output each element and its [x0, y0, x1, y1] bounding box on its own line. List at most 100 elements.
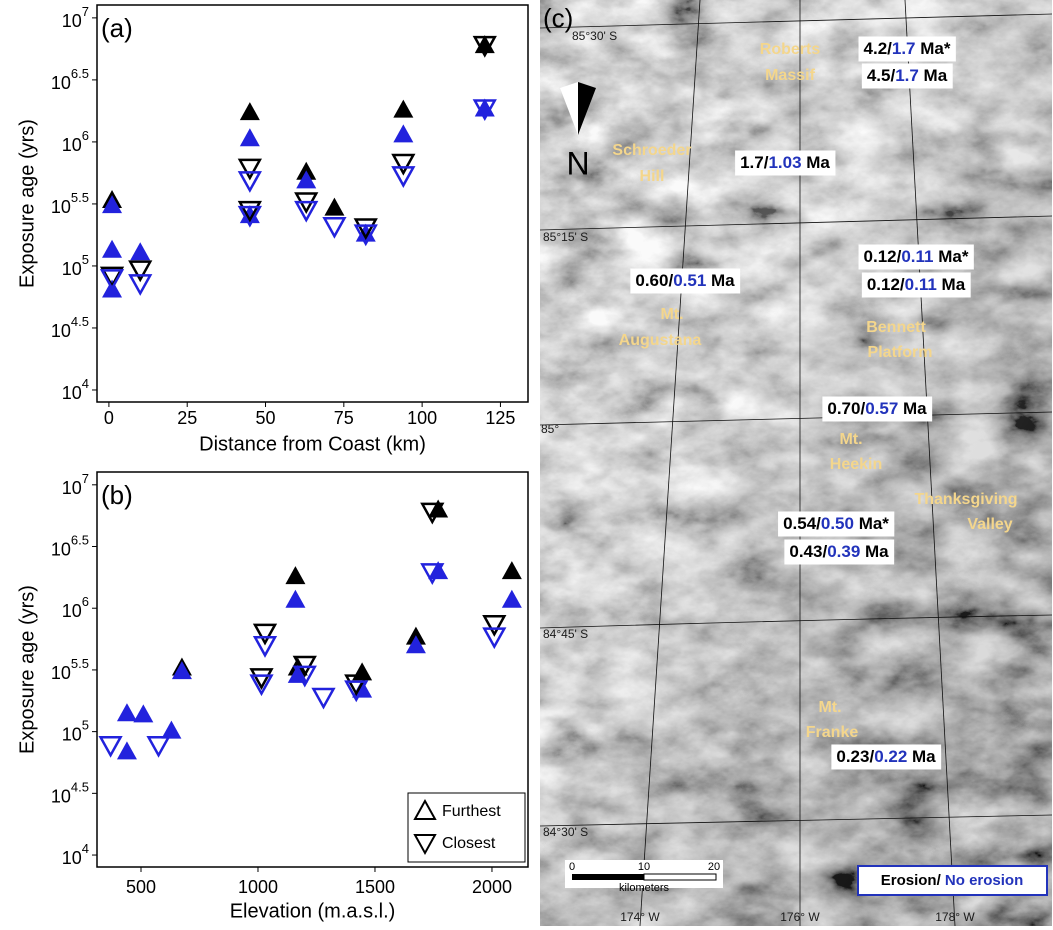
scale-bar-tick: 0: [569, 861, 575, 873]
place-name: Mt.: [839, 431, 862, 448]
y-tick-label: 107: [62, 471, 89, 497]
place-name: Roberts: [760, 41, 821, 58]
y-tick-exponent: 7: [82, 4, 89, 19]
age-label-part: 0.12/: [864, 247, 902, 266]
age-label: 0.12/0.11 Ma: [867, 275, 966, 294]
age-label-part: Ma: [898, 399, 927, 418]
age-label-part: 0.11: [901, 247, 933, 266]
age-label-part: Ma: [937, 275, 966, 294]
age-label-part: 0.51: [673, 271, 706, 290]
data-point: [251, 669, 271, 687]
longitude-label: 174° W: [620, 910, 660, 924]
y-tick-exponent: 4.5: [71, 780, 89, 795]
y-tick-label: 106: [62, 128, 89, 154]
age-label: 4.5/1.7 Ma: [867, 66, 948, 85]
scale-bar-white: [644, 874, 716, 880]
y-tick-base: 10: [62, 478, 82, 498]
age-label-part: Ma: [802, 153, 831, 172]
age-label-part: Ma: [919, 66, 948, 85]
age-label-part: 0.57: [865, 399, 898, 418]
place-name: Hill: [640, 168, 665, 185]
place-name: Platform: [868, 344, 933, 361]
x-tick-label: 100: [407, 408, 437, 428]
age-label-part: 0.12/: [867, 275, 905, 294]
map-image: [540, 0, 1052, 926]
data-point: [240, 172, 260, 190]
data-point: [255, 637, 275, 655]
age-label-part: 0.22: [874, 747, 907, 766]
panel-label: (b): [101, 480, 133, 510]
data-point: [352, 662, 372, 680]
age-label-part: 0.70/: [827, 399, 865, 418]
age-label-part: 1.7: [892, 39, 916, 58]
y-tick-base: 10: [62, 11, 82, 31]
scale-bar-unit: kilometers: [619, 882, 670, 894]
map-shade: [540, 0, 1052, 926]
y-tick-base: 10: [62, 135, 82, 155]
y-tick-exponent: 4: [82, 376, 89, 391]
data-point: [240, 128, 260, 146]
y-tick-exponent: 4.5: [71, 314, 89, 329]
age-label-part: 0.11: [905, 275, 937, 294]
y-tick-exponent: 6.5: [71, 533, 89, 548]
age-label-part: 4.5/: [867, 66, 896, 85]
y-tick-label: 106.5: [51, 66, 89, 92]
place-name: Thanksgiving: [914, 491, 1017, 508]
y-tick-base: 10: [62, 724, 82, 744]
age-label: 4.2/1.7 Ma*: [864, 39, 951, 58]
latitude-label: 85°: [541, 422, 559, 436]
data-point: [130, 242, 150, 260]
map-legend-erosion: Erosion/: [881, 872, 942, 889]
x-axis-label: Distance from Coast (km): [199, 433, 426, 455]
y-tick-label: 105: [62, 252, 89, 278]
data-point: [502, 590, 522, 608]
y-axis-label: Exposure age (yrs): [16, 585, 38, 754]
data-point: [393, 124, 413, 142]
age-label-part: Ma: [706, 271, 735, 290]
y-tick-exponent: 6: [82, 128, 89, 143]
x-tick-label: 75: [334, 408, 354, 428]
data-point: [393, 100, 413, 118]
north-label: N: [566, 145, 589, 181]
y-tick-base: 10: [51, 786, 71, 806]
age-label-part: Ma*: [934, 247, 969, 266]
latitude-label: 85°30' S: [572, 29, 617, 43]
y-tick-label: 107: [62, 4, 89, 30]
x-tick-label: 125: [485, 408, 515, 428]
scale-bar-black: [572, 874, 644, 880]
data-point: [117, 741, 137, 759]
y-tick-base: 10: [51, 321, 71, 341]
place-name: Schroeder: [612, 142, 691, 159]
age-label-part: 0.54/: [783, 514, 821, 533]
y-tick-exponent: 5.5: [71, 656, 89, 671]
y-tick-exponent: 6.5: [71, 66, 89, 81]
y-tick-label: 105.5: [51, 190, 89, 216]
panel-label: (c): [543, 3, 573, 33]
age-label-part: 0.50: [821, 514, 854, 533]
place-name: Franke: [806, 724, 859, 741]
data-point: [285, 590, 305, 608]
data-point: [285, 566, 305, 584]
age-label-part: Ma: [907, 747, 936, 766]
y-tick-base: 10: [62, 848, 82, 868]
x-tick-label: 0: [104, 408, 114, 428]
age-label-part: 1.03: [768, 153, 801, 172]
age-label: 0.12/0.11 Ma*: [864, 247, 969, 266]
y-tick-label: 104: [62, 376, 89, 402]
y-tick-label: 104.5: [51, 314, 89, 340]
plot-frame: [97, 5, 528, 402]
place-name: Valley: [967, 516, 1012, 533]
data-point: [102, 240, 122, 258]
y-tick-exponent: 5: [82, 718, 89, 733]
y-axis-label: Exposure age (yrs): [16, 119, 38, 288]
y-tick-label: 104: [62, 841, 89, 867]
place-name: Mt.: [818, 699, 841, 716]
age-label: 1.7/1.03 Ma: [740, 153, 830, 172]
x-axis-label: Elevation (m.a.s.l.): [230, 900, 396, 922]
age-label: 0.23/0.22 Ma: [836, 747, 936, 766]
age-label-part: Ma: [860, 542, 889, 561]
data-point: [502, 561, 522, 579]
scale-bar-tick: 10: [638, 861, 650, 873]
data-point: [130, 262, 150, 280]
panel-label: (a): [101, 13, 133, 43]
